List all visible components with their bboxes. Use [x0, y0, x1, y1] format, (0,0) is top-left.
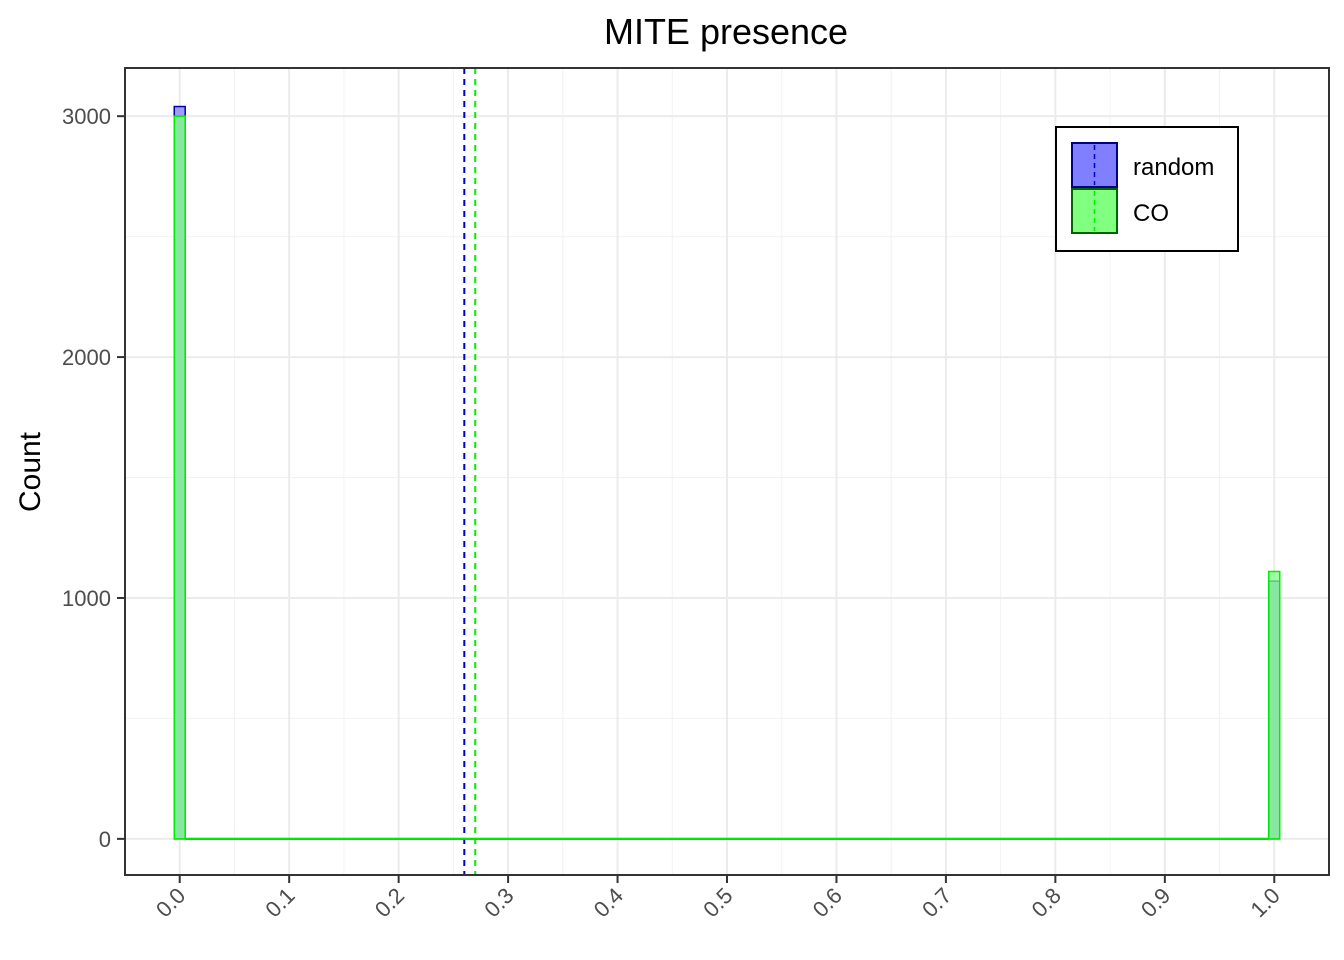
legend: random CO	[1055, 126, 1239, 252]
legend-label-co: CO	[1133, 200, 1169, 227]
x-tick-label: 0.7	[917, 883, 956, 922]
x-tick-label: 0.9	[1136, 883, 1175, 922]
bars	[173, 105, 1281, 840]
x-tick-label: 0.3	[479, 883, 518, 922]
x-tick-label: 0.6	[808, 883, 847, 922]
x-tick-label: 0.0	[151, 883, 190, 922]
y-tick-label: 0	[99, 827, 111, 852]
x-tick-label: 0.2	[370, 883, 409, 922]
legend-label-random: random	[1133, 154, 1214, 181]
x-tick-label: 0.1	[260, 883, 299, 922]
legend-key-random	[1071, 142, 1118, 188]
x-tick-label: 0.5	[698, 883, 737, 922]
y-tick-label: 1000	[62, 586, 111, 611]
bar-co-0	[173, 115, 186, 840]
x-tick-label: 0.4	[589, 883, 628, 922]
x-tick-label: 1.0	[1245, 883, 1284, 922]
chart-title: MITE presence	[604, 11, 848, 52]
x-tick-label: 0.8	[1027, 883, 1066, 922]
bar-co-1	[1268, 570, 1281, 840]
y-tick-label: 3000	[62, 104, 111, 129]
y-tick-label: 2000	[62, 345, 111, 370]
mean-lines	[463, 68, 477, 875]
y-axis-label: Count	[14, 431, 47, 512]
